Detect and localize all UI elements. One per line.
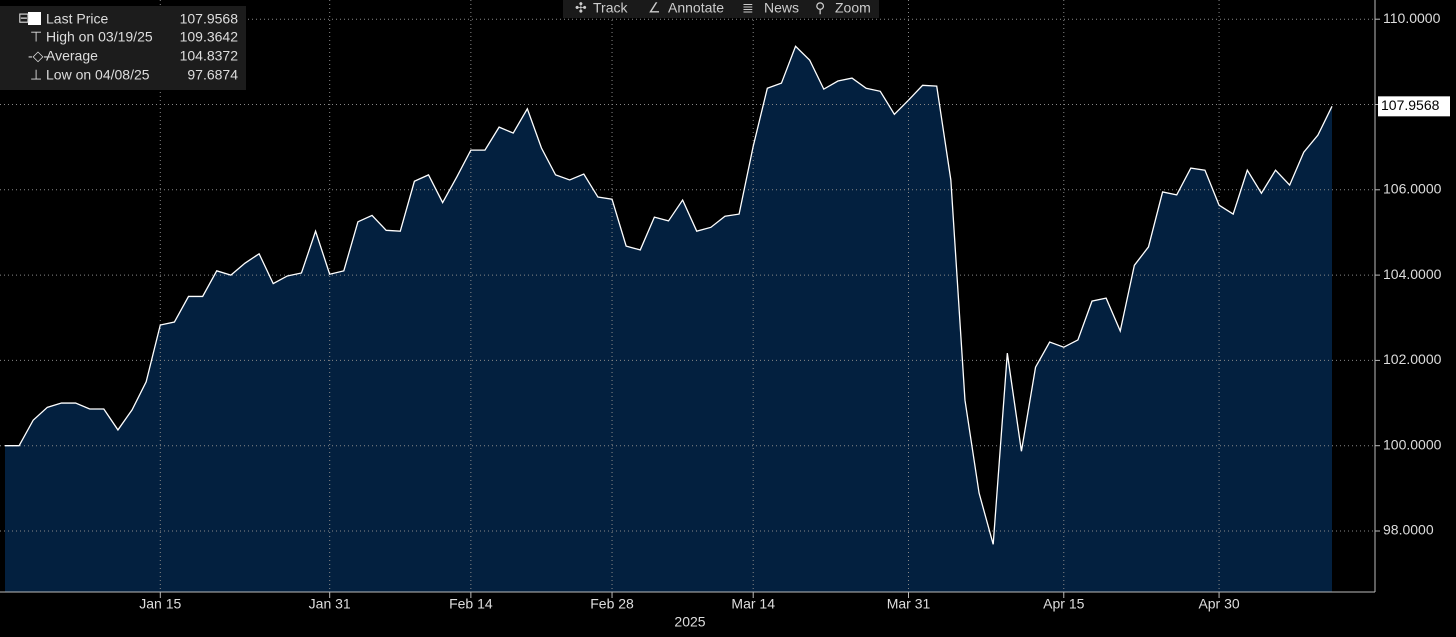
x-tick-label: Mar 31 xyxy=(887,596,931,612)
legend-value: 107.9568 xyxy=(180,11,239,27)
news-label: News xyxy=(764,0,799,16)
y-tick-label: 104.0000 xyxy=(1383,266,1442,282)
y-tick-label: 106.0000 xyxy=(1383,181,1442,197)
legend-icon: -◇- xyxy=(28,48,48,64)
legend-swatch xyxy=(28,12,41,25)
x-tick-label: Apr 15 xyxy=(1043,596,1084,612)
legend-icon: ⊥ xyxy=(30,67,42,83)
y-tick-label: 102.0000 xyxy=(1383,351,1442,367)
y-tick-label: 100.0000 xyxy=(1383,436,1442,452)
news-icon: ≣ xyxy=(742,0,754,16)
x-axis-label: 2025 xyxy=(674,614,705,630)
legend-value: 97.6874 xyxy=(187,67,238,83)
x-tick-label: Jan 31 xyxy=(309,596,351,612)
price-line xyxy=(5,45,1333,545)
legend-label: Last Price xyxy=(46,11,108,27)
last-price-box xyxy=(1378,96,1450,117)
x-tick-label: Apr 30 xyxy=(1198,596,1239,612)
legend: ⊟ Last Price 107.9568 ⊤ High on 03/19/25… xyxy=(0,6,246,90)
legend-value: 109.3642 xyxy=(180,29,239,45)
annotate-button[interactable]: ∠ Annotate xyxy=(648,0,724,16)
legend-label: Average xyxy=(46,48,98,64)
x-tick-label: Feb 28 xyxy=(590,596,634,612)
annotate-icon: ∠ xyxy=(648,0,661,16)
y-tick-label: 110.0000 xyxy=(1383,10,1441,26)
zoom-button[interactable]: ⚲ Zoom xyxy=(815,0,871,16)
legend-label: High on 03/19/25 xyxy=(46,29,153,45)
toolbar: ✣ Track ∠ Annotate ≣ News ⚲ Zoom xyxy=(563,0,879,18)
zoom-icon: ⚲ xyxy=(815,0,825,16)
track-button[interactable]: ✣ Track xyxy=(575,0,628,16)
track-icon: ✣ xyxy=(575,0,587,16)
legend-label: Low on 04/08/25 xyxy=(46,67,150,83)
x-tick-label: Feb 14 xyxy=(449,596,493,612)
legend-icon: ⊤ xyxy=(30,29,42,45)
annotate-label: Annotate xyxy=(668,0,724,16)
news-button[interactable]: ≣ News xyxy=(742,0,799,16)
legend-icon: ⊟ xyxy=(18,10,30,26)
last-price-label: 107.9568 xyxy=(1381,97,1440,113)
toolbar-bg xyxy=(563,0,879,18)
y-tick-label: 98.0000 xyxy=(1383,522,1434,538)
x-tick-label: Jan 15 xyxy=(139,596,181,612)
zoom-label: Zoom xyxy=(835,0,871,16)
x-tick-label: Mar 14 xyxy=(731,596,775,612)
track-label: Track xyxy=(593,0,628,16)
legend-value: 104.8372 xyxy=(180,48,239,64)
plot-area xyxy=(0,0,1375,592)
